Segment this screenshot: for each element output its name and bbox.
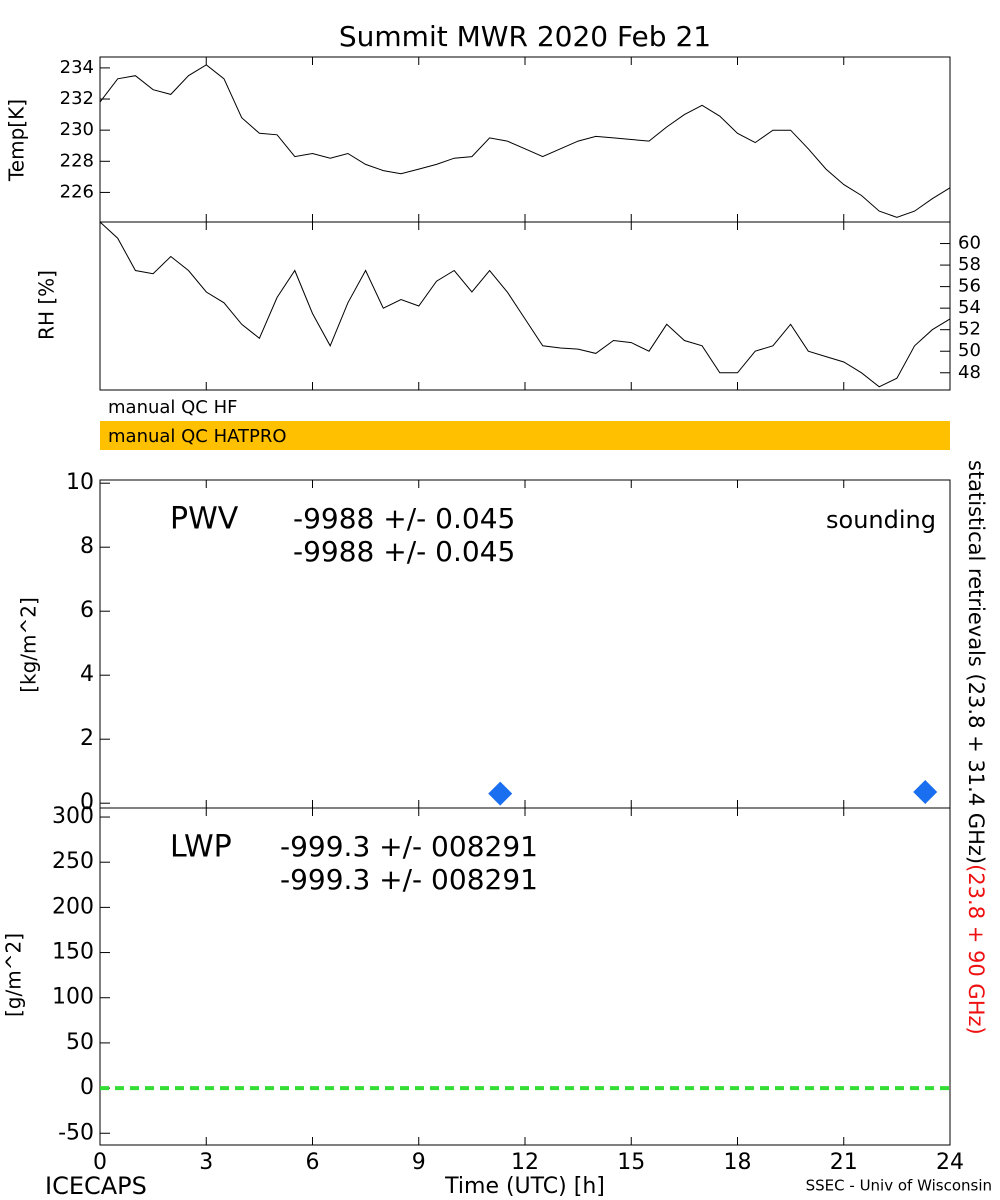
- side-label-black: statistical retrievals (23.8 + 31.4 GHz): [964, 460, 988, 864]
- y-axis-label: RH [%]: [35, 270, 59, 340]
- panel-label: PWV: [170, 502, 239, 537]
- y-tick-label: 100: [52, 985, 94, 1010]
- x-tick-label: 18: [724, 1150, 752, 1175]
- qc-flag-label: manual QC HATPRO: [108, 426, 287, 447]
- y-tick-label: 58: [958, 254, 981, 275]
- y-tick-label: 8: [80, 534, 94, 559]
- y-tick-label: -50: [58, 1120, 94, 1145]
- y-axis-label: [kg/m^2]: [17, 597, 41, 693]
- x-axis-label: Time (UTC) [h]: [444, 1174, 605, 1199]
- y-axis-label: [g/m^2]: [2, 933, 26, 1017]
- side-label: statistical retrievals (23.8 + 31.4 GHz)…: [964, 460, 988, 1035]
- y-tick-label: 54: [958, 297, 981, 318]
- y-tick-label: 150: [52, 940, 94, 965]
- stat-text: -9988 +/- 0.045: [293, 535, 515, 568]
- x-tick-label: 21: [830, 1150, 858, 1175]
- panel-label: LWP: [170, 830, 232, 865]
- x-tick-label: 15: [617, 1150, 645, 1175]
- stat-text: -999.3 +/- 008291: [280, 863, 538, 896]
- stat-text: -9988 +/- 0.045: [293, 502, 515, 535]
- y-tick-label: 50: [958, 340, 981, 361]
- sounding-point: [488, 781, 513, 806]
- footer-right: SSEC - Univ of Wisconsin: [806, 1177, 992, 1195]
- y-tick-label: 56: [958, 276, 981, 297]
- x-tick-label: 24: [936, 1150, 964, 1175]
- y-tick-label: 10: [66, 470, 94, 495]
- y-tick-label: 4: [80, 662, 94, 687]
- side-label-red: (23.8 + 90 GHz): [964, 864, 988, 1035]
- qc-flag-bar: [100, 392, 950, 421]
- y-tick-label: 234: [60, 57, 94, 78]
- stat-text: -999.3 +/- 008291: [280, 830, 538, 863]
- y-tick-label: 0: [80, 1075, 94, 1100]
- y-axis-label: Temp[K]: [5, 99, 29, 182]
- data-line: [99, 64, 951, 218]
- footer-left: ICECAPS: [45, 1172, 147, 1200]
- y-tick-label: 300: [52, 804, 94, 829]
- y-tick-label: 60: [958, 233, 981, 254]
- legend-label: sounding: [826, 506, 936, 534]
- x-tick-label: 3: [199, 1150, 213, 1175]
- y-tick-label: 228: [60, 150, 94, 171]
- x-tick-label: 6: [306, 1150, 320, 1175]
- plot-frame: [99, 221, 951, 391]
- y-tick-label: 230: [60, 119, 94, 140]
- x-tick-label: 12: [511, 1150, 539, 1175]
- sounding-point: [913, 780, 938, 804]
- y-tick-label: 48: [958, 362, 981, 383]
- qc-flag-bar: [100, 421, 950, 450]
- chart-title: Summit MWR 2020 Feb 21: [339, 20, 711, 53]
- y-tick-label: 0: [80, 790, 94, 815]
- x-tick-label: 9: [412, 1150, 426, 1175]
- y-tick-label: 2: [80, 726, 94, 751]
- y-tick-label: 250: [52, 849, 94, 874]
- plot-frame: [99, 56, 951, 223]
- qc-flag-label: manual QC HF: [108, 397, 237, 418]
- y-tick-label: 52: [958, 319, 981, 340]
- y-tick-label: 200: [52, 894, 94, 919]
- y-tick-label: 226: [60, 181, 94, 202]
- x-tick-label: 0: [93, 1150, 107, 1175]
- y-tick-label: 50: [66, 1030, 94, 1055]
- data-line: [99, 221, 951, 388]
- y-tick-label: 6: [80, 598, 94, 623]
- y-tick-label: 232: [60, 88, 94, 109]
